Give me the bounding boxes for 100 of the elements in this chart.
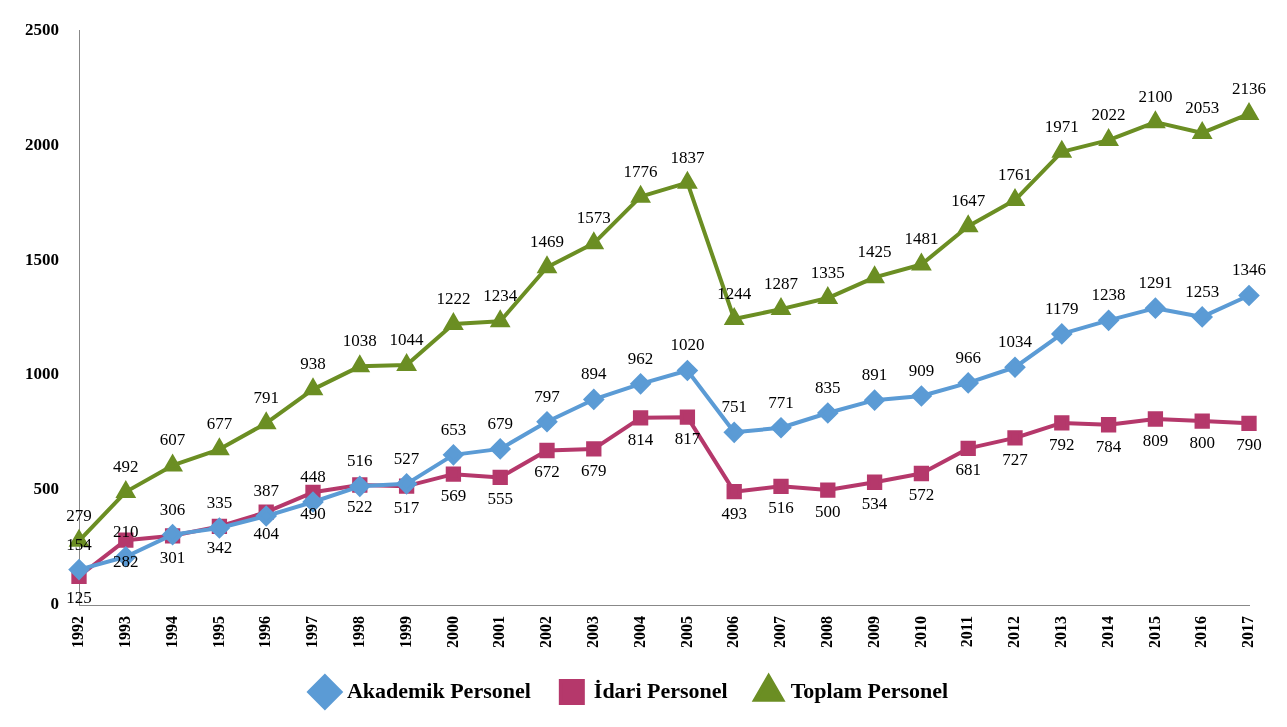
data-label: 653 <box>440 419 467 439</box>
x-tick-label: 2014 <box>1098 616 1116 648</box>
data-label: 306 <box>159 499 186 519</box>
data-label: 1573 <box>576 208 611 228</box>
data-label: 1837 <box>670 147 705 167</box>
data-label: 771 <box>768 392 794 412</box>
data-label: 1761 <box>998 165 1032 185</box>
data-label: 1222 <box>436 289 471 309</box>
data-label: 809 <box>1142 430 1169 450</box>
legend-label: İdari Personel <box>593 677 728 703</box>
data-label: 342 <box>206 538 233 558</box>
x-tick-label: 2004 <box>630 616 648 648</box>
data-label: 607 <box>159 430 186 450</box>
data-label: 938 <box>300 354 326 374</box>
data-label: 962 <box>627 348 654 368</box>
data-label: 751 <box>721 397 747 417</box>
data-label: 1253 <box>1185 281 1220 301</box>
data-label: 966 <box>955 347 981 367</box>
data-label: 891 <box>861 365 888 385</box>
data-label: 282 <box>113 552 139 572</box>
data-label: 894 <box>581 364 608 384</box>
data-label: 792 <box>1049 434 1075 454</box>
data-label: 1020 <box>670 335 705 355</box>
data-label: 1238 <box>1091 285 1126 305</box>
x-tick-label: 2010 <box>911 616 929 648</box>
data-label: 1425 <box>857 242 892 262</box>
x-tick-label: 2009 <box>864 616 882 648</box>
x-tick-label: 2011 <box>958 616 976 648</box>
x-tick-label: 2000 <box>443 616 461 648</box>
data-label: 125 <box>66 588 92 608</box>
x-tick-label: 1995 <box>209 616 227 648</box>
data-label: 814 <box>627 429 654 449</box>
x-tick-label: 1997 <box>303 616 321 648</box>
x-tick-label: 2005 <box>677 616 695 648</box>
data-label: 490 <box>300 504 326 524</box>
x-tick-label: 2017 <box>1239 616 1257 648</box>
y-tick-label: 0 <box>50 594 59 614</box>
x-tick-label: 1998 <box>349 616 367 648</box>
data-label: 516 <box>347 451 373 471</box>
x-tick-label: 1993 <box>115 616 133 648</box>
data-label: 727 <box>1002 449 1029 469</box>
data-label: 279 <box>66 505 92 525</box>
data-label: 555 <box>487 489 513 509</box>
data-label: 679 <box>487 413 513 433</box>
data-label: 534 <box>861 494 888 514</box>
x-tick-label: 1994 <box>162 616 180 648</box>
data-label: 835 <box>815 377 841 397</box>
data-label: 387 <box>253 480 280 500</box>
data-label: 677 <box>206 414 233 434</box>
data-label: 800 <box>1189 433 1215 453</box>
y-tick-label: 1500 <box>25 249 59 269</box>
data-label: 2053 <box>1185 97 1220 117</box>
data-label: 569 <box>440 486 467 506</box>
legend-label: Toplam Personel <box>790 677 949 703</box>
data-label: 2136 <box>1232 78 1266 98</box>
data-label: 301 <box>159 547 186 567</box>
data-label: 790 <box>1236 435 1262 455</box>
data-label: 1038 <box>342 331 377 351</box>
data-label: 817 <box>674 429 701 449</box>
data-label: 517 <box>393 498 420 518</box>
data-label: 572 <box>908 485 935 505</box>
data-label: 791 <box>253 388 279 408</box>
data-label: 1335 <box>810 263 845 283</box>
data-label: 1287 <box>764 274 799 294</box>
x-tick-label: 2008 <box>817 616 835 648</box>
x-tick-label: 2015 <box>1145 616 1163 648</box>
x-tick-label: 2003 <box>583 616 601 648</box>
data-label: 1034 <box>998 332 1033 352</box>
data-label: 1291 <box>1138 273 1173 293</box>
data-label: 1481 <box>904 229 939 249</box>
data-label: 1234 <box>483 286 518 306</box>
data-label: 493 <box>721 503 747 523</box>
x-tick-label: 2016 <box>1192 616 1210 648</box>
data-label: 492 <box>113 456 139 476</box>
y-tick-label: 1000 <box>25 364 59 384</box>
data-label: 500 <box>815 502 841 522</box>
data-label: 1647 <box>951 191 986 211</box>
data-label: 784 <box>1095 436 1122 456</box>
x-tick-label: 1996 <box>256 616 274 648</box>
data-label: 797 <box>534 386 561 406</box>
y-tick-label: 500 <box>33 479 59 499</box>
data-label: 522 <box>347 496 373 516</box>
x-tick-label: 2001 <box>490 616 508 648</box>
data-label: 1469 <box>530 232 564 252</box>
data-label: 1971 <box>1044 116 1079 136</box>
x-tick-label: 2012 <box>1005 616 1023 648</box>
y-tick-label: 2000 <box>25 134 59 154</box>
data-label: 527 <box>393 448 420 468</box>
data-label: 335 <box>206 492 233 512</box>
data-label: 672 <box>534 462 560 482</box>
data-label: 1044 <box>389 329 425 349</box>
legend-label: Akademik Personel <box>346 677 531 703</box>
x-tick-label: 1999 <box>396 616 414 648</box>
data-label: 909 <box>908 360 935 380</box>
x-tick-label: 1992 <box>69 616 87 648</box>
data-label: 681 <box>955 460 981 480</box>
data-label: 1179 <box>1045 298 1079 318</box>
data-label: 516 <box>768 498 794 518</box>
data-label: 2100 <box>1138 87 1173 107</box>
data-label: 679 <box>581 460 607 480</box>
